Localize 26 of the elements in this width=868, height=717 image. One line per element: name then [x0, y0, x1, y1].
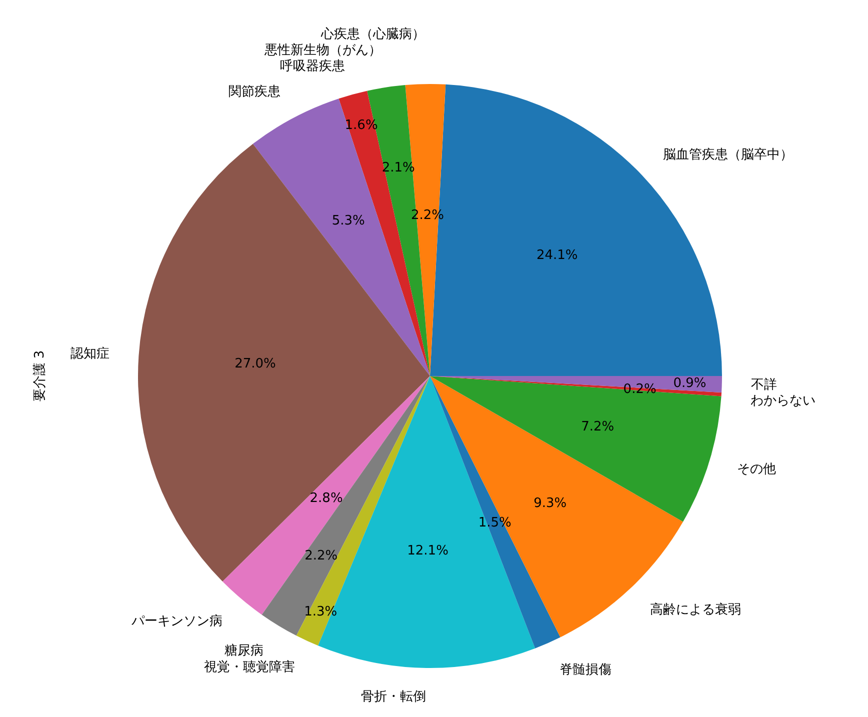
- slice-label: その他: [737, 462, 776, 478]
- slice-label: わからない: [750, 394, 816, 409]
- data-label: 0.2%: [623, 382, 656, 397]
- data-label: 7.2%: [581, 420, 614, 435]
- data-label: 5.3%: [332, 214, 365, 229]
- slice-label: 骨折・転倒: [360, 690, 426, 705]
- data-label: 27.0%: [234, 356, 276, 372]
- data-label: 2.2%: [304, 548, 338, 564]
- slice-label: 心疾患（心臓病）: [320, 26, 425, 42]
- slice-label: 不詳: [751, 378, 778, 393]
- slice-label: 悪性新生物（がん）: [264, 42, 382, 58]
- slice-label: 脳血管疾患（脳卒中）: [663, 148, 794, 163]
- data-label: 24.1%: [536, 248, 578, 264]
- slice-label: 糖尿病: [224, 643, 264, 658]
- slice-label: 呼吸器疾患: [280, 58, 346, 74]
- slice-label: 脊髄損傷: [560, 662, 612, 678]
- text: 要介護 3: [32, 350, 48, 402]
- data-label: 9.3%: [534, 496, 567, 512]
- slice-label: 視覚・聴覚障害: [204, 658, 295, 675]
- data-label: 12.1%: [407, 544, 448, 559]
- slice-label: 関節疾患: [228, 84, 280, 100]
- slice-label: パーキンソン病: [130, 614, 223, 629]
- data-label: 2.8%: [310, 491, 343, 506]
- data-label: 0.9%: [673, 376, 706, 391]
- slice-label: 認知症: [70, 346, 110, 362]
- slice-label: 高齢による衰弱: [650, 601, 742, 618]
